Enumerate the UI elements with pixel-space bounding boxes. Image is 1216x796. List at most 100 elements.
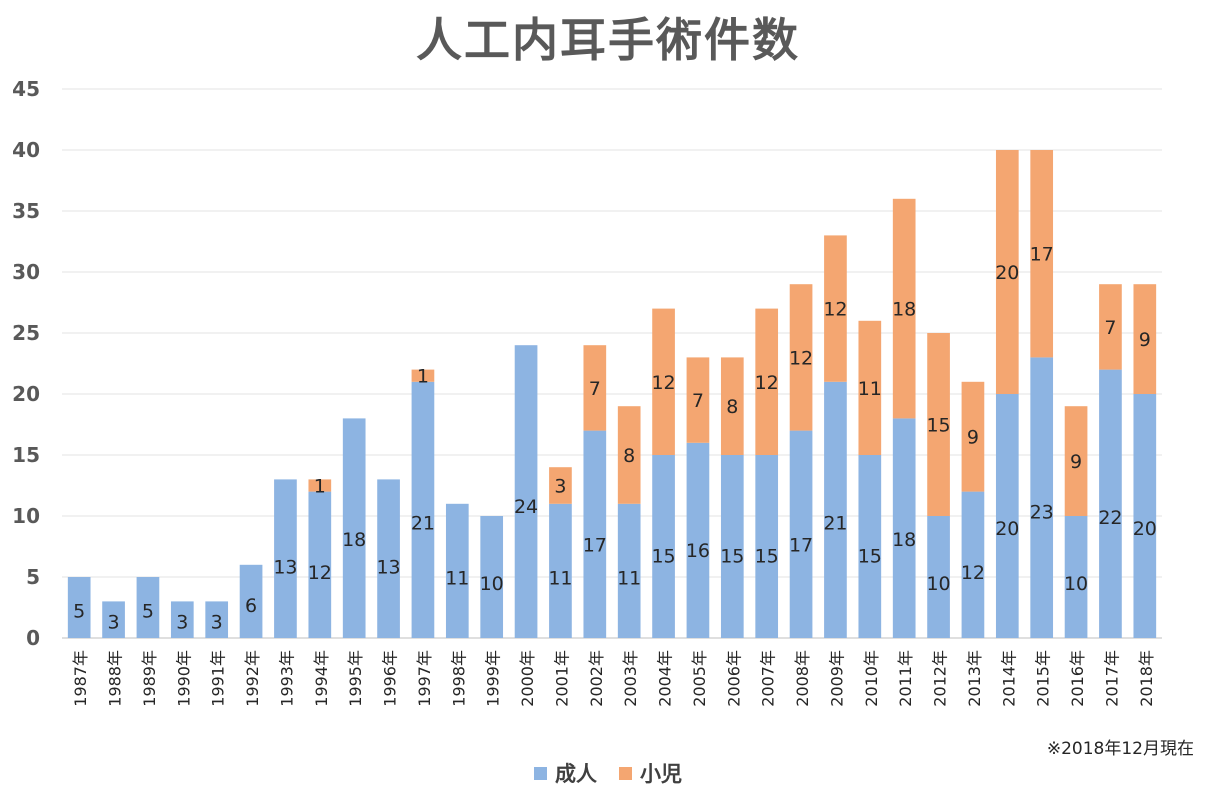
bar-child [755,308,779,455]
data-label: 15 [720,546,744,568]
bar-adult [411,381,435,638]
x-tick-label: 1999年 [484,650,503,707]
x-tick-label: 2015年 [1034,650,1053,707]
data-label: 22 [1098,507,1122,529]
bar-adult [892,418,916,638]
data-label: 20 [995,262,1019,284]
bar-adult [170,601,194,638]
bar-adult [239,564,263,638]
x-tick-label: 2003年 [621,650,640,707]
data-label: 17 [583,535,607,557]
x-tick-label: 1990年 [174,650,193,707]
y-tick-label: 10 [12,504,40,528]
data-label: 21 [411,513,435,535]
data-label: 12 [755,372,779,394]
bar-child [583,345,607,431]
x-tick-label: 2004年 [656,650,675,707]
x-tick-label: 1993年 [277,650,296,707]
data-label: 11 [548,568,572,590]
data-label: 3 [176,612,188,634]
bar-adult [995,394,1019,638]
bar-child [824,235,847,382]
data-label: 3 [211,612,223,634]
x-tick-label: 1998年 [449,650,468,707]
bar-child [927,333,950,516]
bar-child [961,381,985,492]
bar-adult [858,455,882,638]
data-label: 20 [995,518,1019,540]
data-label: 21 [823,513,847,535]
data-label: 12 [308,562,332,584]
x-tick-label: 2014年 [999,650,1018,707]
data-label: 3 [108,612,120,634]
data-label: 13 [376,557,400,579]
data-label: 5 [73,601,85,623]
chart-title: 人工内耳手術件数 [416,13,800,67]
x-tick-label: 1989年 [140,650,159,707]
x-tick-label: 2002年 [587,650,606,707]
data-label: 6 [245,595,257,617]
x-tick-label: 1988年 [106,650,125,707]
legend-label-child: 小児 [640,762,682,786]
date-note: ※2018年12月現在 [1046,739,1194,759]
x-tick-label: 1997年 [415,650,434,707]
x-tick-label: 2000年 [518,650,537,707]
y-tick-label: 45 [12,77,40,101]
bar-adult [136,577,160,638]
bar-adult [583,430,607,638]
bar-adult [549,503,572,638]
bar-adult [1133,394,1157,638]
data-label: 7 [692,390,704,412]
x-axis: 1987年 1988年 1989年 1990年 1991年 1992年 1993年 1994年… [71,650,1156,707]
data-label: 24 [514,496,538,518]
y-tick-label: 35 [12,199,40,223]
x-tick-label: 2016年 [1068,650,1087,707]
legend-item-adult: 成人 [534,758,597,788]
data-label: 12 [789,347,813,369]
data-label: 15 [755,546,779,568]
data-label: 7 [589,378,601,400]
x-tick-label: 2013年 [965,650,984,707]
bar-child [1133,284,1157,394]
data-label: 10 [926,573,950,595]
legend: 成人 小児 [0,758,1216,788]
data-label: 9 [1070,451,1082,473]
data-label: 17 [789,535,813,557]
x-tick-label: 2007年 [759,650,778,707]
bar-child [720,357,744,455]
bar-adult [445,503,469,638]
bar-adult [686,442,710,638]
data-label: 8 [726,396,738,418]
x-tick-label: 2017年 [1102,650,1121,707]
bar-child [858,320,882,455]
data-label: 12 [823,299,847,321]
y-tick-label: 20 [12,382,40,406]
legend-swatch-child [619,766,632,780]
data-label: 1 [314,476,326,498]
data-label: 5 [142,601,154,623]
bar-adult [205,601,229,638]
data-label: 20 [1133,518,1157,540]
x-tick-label: 1995年 [346,650,365,707]
bar-adult [961,491,985,638]
bar-child [1099,284,1122,370]
bar-adult [1064,516,1088,638]
bar-adult [652,455,675,638]
x-tick-label: 2001年 [552,650,571,707]
data-label: 15 [651,546,675,568]
bar-child [652,308,675,455]
data-label: 12 [961,562,985,584]
bar-child [617,406,641,504]
bars [67,150,1157,638]
bar-adult [377,479,400,638]
data-label: 18 [892,529,916,551]
bar-adult [755,455,779,638]
data-label: 3 [554,476,566,498]
data-label: 12 [651,372,675,394]
data-label: 8 [623,445,635,467]
gridlines [62,88,1162,639]
y-tick-label: 0 [26,626,40,650]
data-label: 11 [445,568,469,590]
